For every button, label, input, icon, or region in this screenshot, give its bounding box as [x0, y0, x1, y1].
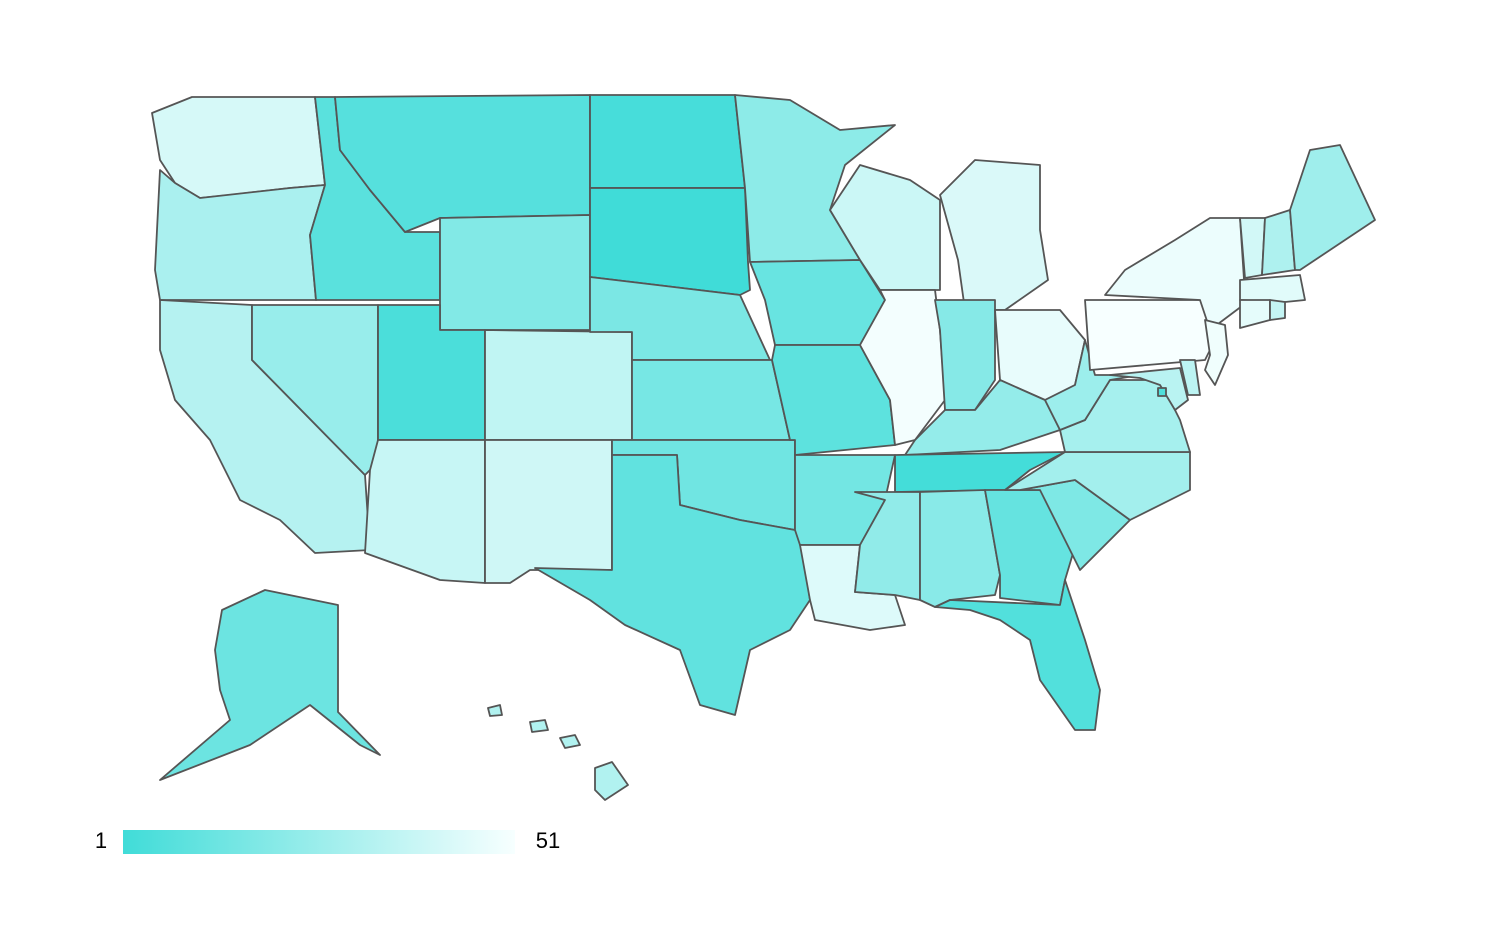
- state: [1269, 299, 1286, 321]
- state: [934, 579, 1101, 731]
- legend-min: 1: [95, 828, 107, 853]
- state: [439, 214, 591, 331]
- state: [1239, 299, 1271, 329]
- state: [1239, 274, 1306, 303]
- state: [151, 96, 326, 199]
- state: [934, 299, 996, 411]
- legend-max: 51: [536, 828, 560, 853]
- state: [484, 439, 613, 584]
- state: [1289, 144, 1376, 271]
- state: [1109, 367, 1189, 411]
- state: [589, 94, 746, 189]
- state: [894, 451, 1066, 493]
- state: [631, 359, 791, 441]
- state: [1157, 387, 1167, 397]
- state: [1179, 359, 1201, 396]
- state: [1239, 217, 1266, 279]
- state: [749, 259, 886, 346]
- state: [534, 454, 811, 716]
- state: [159, 589, 381, 781]
- state: [734, 94, 896, 263]
- state: [1204, 319, 1229, 386]
- state: [364, 439, 486, 584]
- state: [484, 329, 633, 441]
- legend-bar: [123, 830, 515, 854]
- states: [151, 94, 1376, 801]
- state: [1084, 299, 1221, 371]
- state: [829, 164, 941, 291]
- state: [589, 187, 751, 296]
- state: [939, 159, 1049, 311]
- state: [487, 704, 629, 801]
